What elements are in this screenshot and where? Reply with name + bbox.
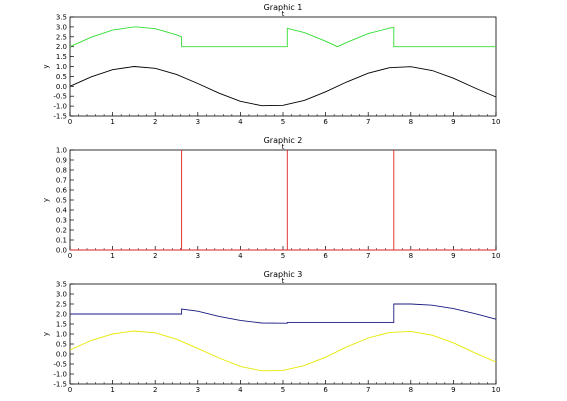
- y-tick-label: 3.5: [56, 14, 67, 22]
- x-tick-label: 8: [409, 252, 413, 260]
- x-axis-label: t: [282, 277, 285, 285]
- series-line-1: [69, 26, 496, 48]
- y-axis-label: y: [42, 64, 50, 68]
- y-axis-label: y: [42, 198, 50, 202]
- y-tick-label: 0.5: [56, 341, 67, 349]
- y-tick-label: -1.0: [53, 103, 67, 111]
- x-tick-label: 4: [238, 386, 243, 394]
- x-tick-label: 3: [196, 386, 200, 394]
- series-line-1: [70, 303, 497, 324]
- y-tick-label: 1.0: [56, 63, 67, 71]
- chart-title: Graphic 1: [264, 3, 303, 12]
- x-tick-label: 9: [451, 386, 455, 394]
- y-tick-label: 0.0: [56, 351, 67, 359]
- x-tick-label: 1: [110, 252, 114, 260]
- y-tick-label: 3.0: [56, 291, 67, 299]
- y-tick-label: 0.4: [56, 207, 68, 215]
- x-tick-label: 0: [68, 252, 72, 260]
- y-tick-label: -1.5: [53, 113, 67, 121]
- y-tick-label: 1.5: [56, 321, 67, 329]
- y-tick-label: 1.0: [56, 147, 67, 155]
- x-tick-label: 9: [451, 118, 455, 126]
- plot-frame: [69, 149, 497, 251]
- x-tick-label: 6: [323, 386, 328, 394]
- x-tick-label: 10: [492, 118, 501, 126]
- x-tick-label: 2: [153, 118, 157, 126]
- x-tick-label: 8: [409, 386, 413, 394]
- x-tick-label: 2: [153, 386, 157, 394]
- x-tick-label: 0: [68, 386, 72, 394]
- y-tick-label: -1.5: [53, 381, 67, 389]
- y-tick-label: 0.3: [56, 217, 67, 225]
- y-tick-label: 0.0: [56, 83, 67, 91]
- y-tick-label: 1.5: [56, 53, 67, 61]
- x-tick-label: 10: [492, 252, 501, 260]
- x-tick-label: 8: [409, 118, 413, 126]
- x-axis-label: t: [282, 143, 285, 151]
- chart-panel-3: Graphic 3t y 0 1 2 3 4 5 6 7 8 9 10 -1.5 -1.0 -0.5 0.0 0.…: [42, 270, 500, 394]
- series-line-1: [70, 150, 496, 251]
- plot-frame: [69, 283, 497, 385]
- x-tick-label: 4: [238, 118, 243, 126]
- y-tick-label: 0.6: [56, 187, 68, 195]
- y-tick-label: 0.7: [56, 177, 67, 185]
- y-tick-label: 0.8: [56, 167, 67, 175]
- y-tick-label: 2.0: [56, 43, 67, 51]
- chart-title: Graphic 3: [264, 270, 303, 279]
- y-tick-label: 2.5: [56, 301, 67, 309]
- x-tick-label: 6: [323, 252, 328, 260]
- y-tick-label: 0.1: [56, 237, 67, 245]
- x-tick-label: 5: [281, 252, 285, 260]
- y-tick-label: 0.5: [56, 197, 67, 205]
- x-tick-label: 0: [68, 118, 72, 126]
- y-tick-label: -0.5: [53, 93, 67, 101]
- y-axis-label: y: [42, 332, 50, 336]
- x-tick-label: 1: [110, 118, 114, 126]
- x-tick-label: 3: [196, 118, 200, 126]
- x-tick-label: 6: [323, 118, 328, 126]
- series-line-2: [69, 66, 497, 107]
- y-tick-label: 0.9: [56, 157, 67, 165]
- y-tick-label: 2.5: [56, 33, 67, 41]
- y-tick-label: 3.5: [56, 281, 67, 289]
- x-tick-label: 5: [281, 118, 285, 126]
- x-tick-label: 1: [110, 386, 114, 394]
- x-tick-label: 10: [492, 386, 501, 394]
- series-line-2: [69, 330, 497, 372]
- x-tick-label: 4: [238, 252, 243, 260]
- y-tick-label: 0.2: [56, 227, 67, 235]
- x-tick-label: 9: [451, 252, 455, 260]
- x-tick-label: 2: [153, 252, 157, 260]
- x-tick-label: 7: [366, 386, 370, 394]
- chart-panel-2: Graphic 2t y 0 1 2 3 4 5 6 7 8 9 10 0.0 0.1 0.2 0.3 0.4 0.…: [42, 136, 500, 260]
- x-axis-label: t: [282, 10, 285, 18]
- x-tick-label: 5: [281, 386, 285, 394]
- y-tick-label: 2.0: [56, 311, 67, 319]
- y-tick-label: -1.0: [53, 371, 67, 379]
- chart-title: Graphic 2: [264, 136, 303, 145]
- chart-panel-1: Graphic 1t y 0 1 2 3 4 5 6 7 8 9 10 -1.5 -1.0 -0.5 0.0 0.…: [42, 3, 500, 126]
- x-tick-label: 3: [196, 252, 200, 260]
- y-tick-label: 0.0: [56, 247, 67, 255]
- y-tick-label: 1.0: [56, 331, 67, 339]
- x-tick-label: 7: [366, 118, 370, 126]
- x-tick-label: 7: [366, 252, 370, 260]
- y-tick-label: -0.5: [53, 361, 67, 369]
- y-tick-label: 3.0: [56, 23, 67, 31]
- y-tick-label: 0.5: [56, 73, 67, 81]
